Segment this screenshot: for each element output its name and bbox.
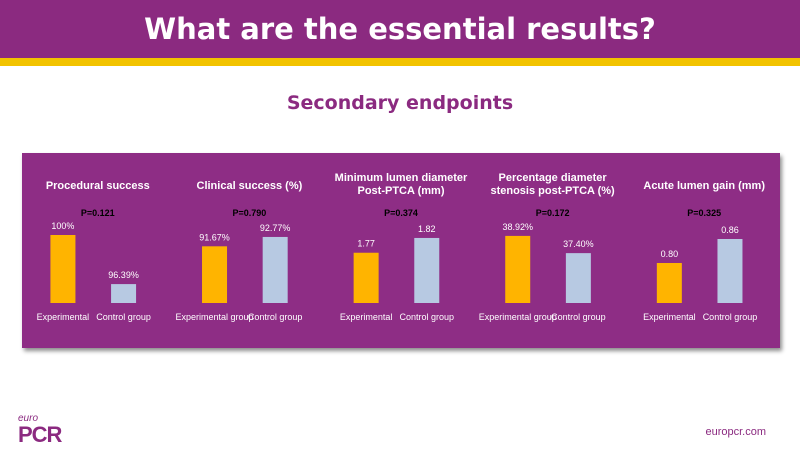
data-label: 100% [51,221,74,231]
bar [262,236,288,303]
data-label: 92.77% [260,223,291,233]
bar [50,235,76,303]
accent-stripe [0,58,800,66]
logo-small-text: euro [18,413,39,424]
data-label: 1.82 [418,224,436,234]
chart-title: Clinical success (%) [197,180,303,192]
header-bar: What are the essential results? [0,0,800,58]
section-subtitle: Secondary endpoints [286,92,514,114]
data-label: 91.67% [199,232,230,242]
bar [505,235,531,303]
category-label: Control group [551,312,606,322]
bar [717,239,743,303]
p-value-label: P=0.790 [233,208,267,218]
logo-main-text: PCR [18,422,62,447]
data-label: 37.40% [563,239,594,249]
page-title: What are the essential results? [144,12,656,46]
chart-title: Procedural success [46,180,150,192]
europcr-logo: euro PCR [18,413,62,447]
category-label: Control group [703,312,758,322]
data-label: 1.77 [357,239,375,249]
p-value-label: P=0.172 [536,208,570,218]
p-value-label: P=0.121 [81,208,115,218]
data-label: 0.86 [721,225,739,235]
chart-title: stenosis post-PTCA (%) [490,185,615,197]
bar [111,284,137,303]
bar [414,237,440,303]
chart-title: Post-PTCA (mm) [358,185,445,197]
chart-title: Minimum lumen diameter [335,172,468,184]
category-label: Experimental group [479,312,557,322]
category-label: Experimental group [176,312,254,322]
category-label: Control group [399,312,454,322]
data-label: 38.92% [502,222,533,232]
charts-panel: Procedural success P=0.121 100% Experimenta… [22,153,780,348]
chart-title: Percentage diameter [498,172,607,184]
chart-title: Acute lumen gain (mm) [643,180,765,192]
category-label: Control group [248,312,303,322]
category-label: Control group [96,312,151,322]
bar [565,253,591,303]
category-label: Experimental [37,312,90,322]
data-label: 0.80 [661,249,679,259]
bar [656,263,682,303]
category-label: Experimental [340,312,393,322]
data-label: 96.39% [108,270,139,280]
category-label: Experimental [643,312,696,322]
charts-canvas: Procedural success P=0.121 100% Experimenta… [37,172,766,322]
website-link[interactable]: europcr.com [705,426,766,438]
p-value-label: P=0.325 [687,208,721,218]
bar [353,252,379,303]
bar [202,246,228,303]
p-value-label: P=0.374 [384,208,418,218]
